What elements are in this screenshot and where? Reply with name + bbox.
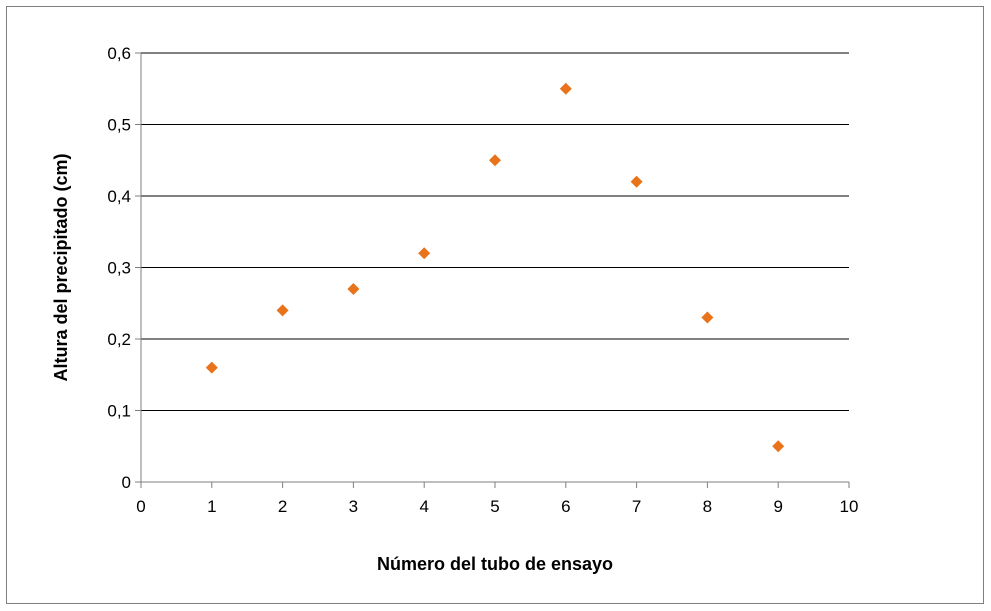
data-point [701, 311, 714, 324]
x-tick-label: 5 [490, 497, 499, 516]
data-point [205, 361, 218, 374]
x-tick-label: 0 [136, 497, 145, 516]
x-tick-label: 2 [278, 497, 287, 516]
x-tick-label: 9 [773, 497, 782, 516]
chart-area [6, 6, 984, 604]
data-points [205, 82, 785, 453]
y-tick-label: 0,6 [107, 44, 131, 63]
x-tick-label: 7 [632, 497, 641, 516]
data-point [630, 175, 643, 188]
y-tick-label: 0,2 [107, 330, 131, 349]
gridlines [141, 52, 849, 411]
data-point [418, 247, 431, 260]
x-tick-label: 10 [840, 497, 859, 516]
x-tick-label: 4 [419, 497, 428, 516]
y-tick-label: 0,4 [107, 187, 131, 206]
data-point [559, 82, 572, 95]
y-tick-label: 0,5 [107, 116, 131, 135]
y-tick-label: 0 [122, 473, 131, 492]
data-point [276, 304, 289, 317]
x-axis-title: Número del tubo de ensayo [377, 554, 613, 574]
x-tick-label: 1 [207, 497, 216, 516]
data-point [489, 154, 501, 167]
y-tick-label: 0,3 [107, 259, 131, 278]
x-tick-label: 3 [349, 497, 358, 516]
data-point [772, 440, 785, 453]
x-tick-label: 6 [561, 497, 570, 516]
axes [135, 52, 850, 488]
y-axis-title: Altura del precipitado (cm) [51, 153, 71, 381]
tick-labels: 0 0,1 0,2 0,3 0,4 0,5 0,6 0 1 2 3 4 5 6 7 8 9 10 [107, 44, 858, 516]
y-tick-label: 0,1 [107, 402, 131, 421]
data-point [347, 282, 360, 295]
x-tick-label: 8 [703, 497, 712, 516]
